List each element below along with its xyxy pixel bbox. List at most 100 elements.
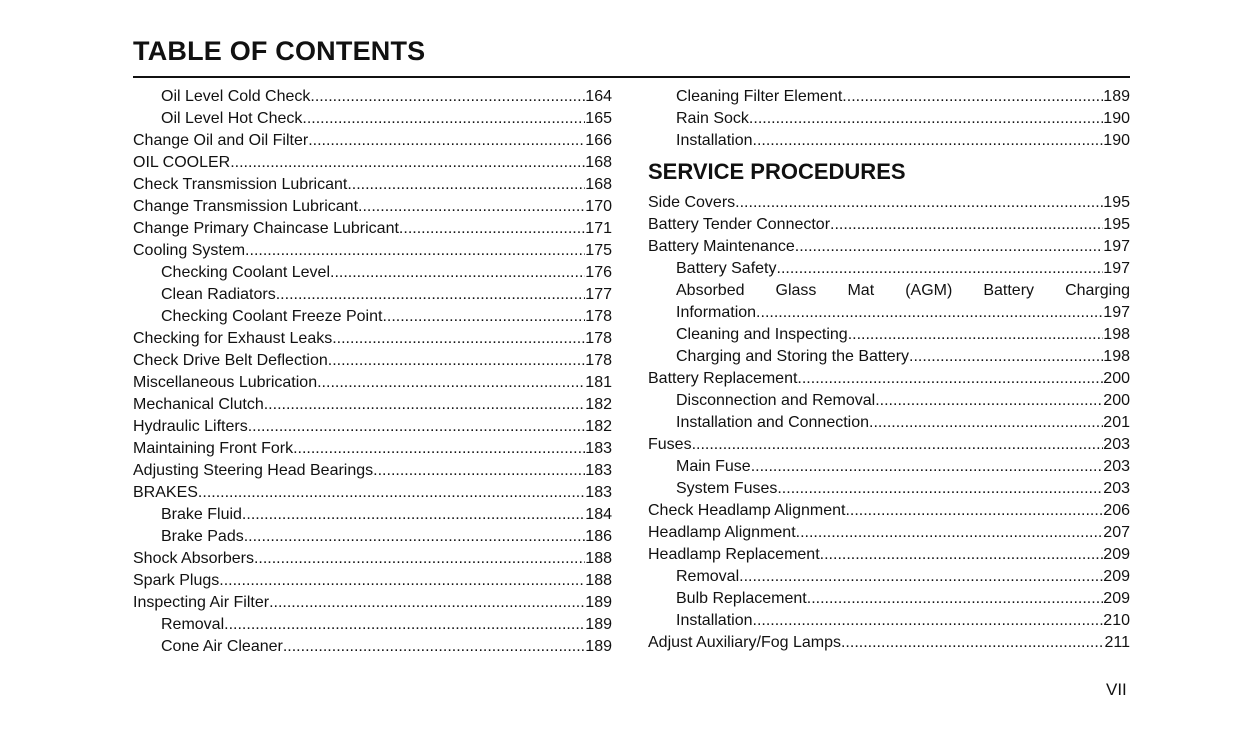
dot-leader	[749, 108, 1103, 130]
dot-leader	[219, 570, 585, 592]
toc-entry-label: Spark Plugs	[133, 572, 220, 589]
toc-entry-page: 200	[1103, 370, 1130, 387]
dot-leader	[330, 262, 585, 284]
dot-leader	[198, 482, 585, 504]
toc-entry[interactable]: Battery Replacement 200	[648, 368, 1130, 390]
toc-entry[interactable]: Shock Absorbers 188	[133, 548, 612, 570]
toc-entry[interactable]: Removal 189	[133, 614, 612, 636]
toc-entry-page: 198	[1103, 326, 1130, 343]
dot-leader	[382, 306, 585, 328]
toc-entry[interactable]: Charging and Storing the Battery 198	[648, 346, 1130, 368]
toc-entry[interactable]: Inspecting Air Filter 189	[133, 592, 612, 614]
toc-entry-label-continued: Information	[676, 304, 757, 321]
toc-entry-label: System Fuses	[676, 480, 778, 497]
dot-leader	[254, 548, 585, 570]
toc-entry[interactable]: Removal 209	[648, 566, 1130, 588]
toc-entry[interactable]: Cleaning Filter Element 189	[648, 86, 1130, 108]
toc-entry[interactable]: System Fuses 203	[648, 478, 1130, 500]
toc-entry[interactable]: Mechanical Clutch 182	[133, 394, 612, 416]
dot-leader	[399, 218, 585, 240]
toc-entry[interactable]: Adjust Auxiliary/Fog Lamps 211	[648, 632, 1130, 654]
toc-entry-page: 190	[1103, 132, 1130, 149]
toc-entry[interactable]: Checking Coolant Level 176	[133, 262, 612, 284]
dot-leader	[332, 328, 585, 350]
toc-entry[interactable]: Miscellaneous Lubrication 181	[133, 372, 612, 394]
toc-entry-label: Battery Maintenance	[648, 238, 795, 255]
toc-entry[interactable]: Adjusting Steering Head Bearings 183	[133, 460, 612, 482]
toc-entry[interactable]: Check Drive Belt Deflection 178	[133, 350, 612, 372]
toc-entry[interactable]: Brake Pads 186	[133, 526, 612, 548]
toc-entry-page: 170	[585, 198, 612, 215]
toc-entry-page: 164	[585, 88, 612, 105]
toc-entry[interactable]: Disconnection and Removal 200	[648, 390, 1130, 412]
toc-entry-page: 211	[1104, 634, 1130, 651]
toc-entry[interactable]: Battery Tender Connector 195	[648, 214, 1130, 236]
toc-entry-label: Cone Air Cleaner	[161, 638, 283, 655]
toc-entry-label: Installation	[676, 612, 753, 629]
toc-entry-label: OIL COOLER	[133, 154, 231, 171]
toc-entry-label: Check Transmission Lubricant	[133, 176, 348, 193]
toc-entry-continuation[interactable]: Information 197	[648, 302, 1130, 324]
toc-entry-page: 189	[585, 638, 612, 655]
toc-entry-page: 171	[585, 220, 612, 237]
toc-entry[interactable]: Spark Plugs 188	[133, 570, 612, 592]
toc-entry-page: 165	[585, 110, 612, 127]
toc-entry[interactable]: Clean Radiators 177	[133, 284, 612, 306]
toc-entry-label: Change Oil and Oil Filter	[133, 132, 309, 149]
toc-entry-label: Brake Fluid	[161, 506, 242, 523]
toc-entry[interactable]: Brake Fluid 184	[133, 504, 612, 526]
dot-leader	[328, 350, 586, 372]
toc-entry[interactable]: Battery Maintenance 197	[648, 236, 1130, 258]
toc-entry-page: 210	[1103, 612, 1130, 629]
toc-entry[interactable]: Change Primary Chaincase Lubricant 171	[133, 218, 612, 240]
toc-entry[interactable]: Rain Sock 190	[648, 108, 1130, 130]
toc-entry[interactable]: Bulb Replacement 209	[648, 588, 1130, 610]
toc-entry-label: Oil Level Hot Check	[161, 110, 303, 127]
toc-entry[interactable]: Main Fuse 203	[648, 456, 1130, 478]
dot-leader	[777, 478, 1103, 500]
toc-entry[interactable]: Battery Safety 197	[648, 258, 1130, 280]
toc-entry-label: Battery Safety	[676, 260, 777, 277]
toc-entry[interactable]: Headlamp Alignment 207	[648, 522, 1130, 544]
toc-entry[interactable]: Installation 190	[648, 130, 1130, 152]
toc-entry[interactable]: Maintaining Front Fork 183	[133, 438, 612, 460]
toc-entry[interactable]: Check Transmission Lubricant 168	[133, 174, 612, 196]
toc-entry-page: 207	[1103, 524, 1130, 541]
toc-entry[interactable]: Checking Coolant Freeze Point 178	[133, 306, 612, 328]
toc-entry-label: Shock Absorbers	[133, 550, 254, 567]
toc-entry-label: Oil Level Cold Check	[161, 88, 311, 105]
toc-entry[interactable]: Installation 210	[648, 610, 1130, 632]
toc-entry-label: Absorbed Glass Mat (AGM) Battery Chargin…	[676, 282, 1130, 299]
toc-entry[interactable]: Installation and Connection 201	[648, 412, 1130, 434]
toc-entry[interactable]: Oil Level Cold Check 164	[133, 86, 612, 108]
dot-leader	[848, 324, 1104, 346]
toc-entry-label: Inspecting Air Filter	[133, 594, 270, 611]
toc-entry-label: Installation and Connection	[676, 414, 870, 431]
dot-leader	[845, 500, 1103, 522]
toc-entry-page: 197	[1103, 238, 1130, 255]
toc-entry[interactable]: Cleaning and Inspecting 198	[648, 324, 1130, 346]
toc-entry-label: Removal	[676, 568, 740, 585]
toc-entry[interactable]: Hydraulic Lifters 182	[133, 416, 612, 438]
dot-leader	[310, 86, 585, 108]
toc-entry[interactable]: Checking for Exhaust Leaks 178	[133, 328, 612, 350]
toc-entry-page: 186	[585, 528, 612, 545]
toc-entry[interactable]: Change Transmission Lubricant 170	[133, 196, 612, 218]
toc-entry-page: 168	[585, 154, 612, 171]
toc-entry[interactable]: OIL COOLER 168	[133, 152, 612, 174]
toc-entry[interactable]: Absorbed Glass Mat (AGM) Battery Chargin…	[648, 280, 1130, 302]
toc-entry[interactable]: Cooling System 175	[133, 240, 612, 262]
toc-entry-page: 183	[585, 462, 612, 479]
toc-entry[interactable]: Fuses 203	[648, 434, 1130, 456]
toc-entry[interactable]: Side Covers 195	[648, 192, 1130, 214]
dot-leader	[276, 284, 586, 306]
toc-entry[interactable]: Change Oil and Oil Filter 166	[133, 130, 612, 152]
toc-entry[interactable]: Headlamp Replacement 209	[648, 544, 1130, 566]
dot-leader	[692, 434, 1104, 456]
toc-entry[interactable]: Cone Air Cleaner 189	[133, 636, 612, 658]
toc-entry[interactable]: Check Headlamp Alignment 206	[648, 500, 1130, 522]
dot-leader	[753, 610, 1104, 632]
toc-entry-page: 166	[585, 132, 612, 149]
toc-entry[interactable]: BRAKES 183	[133, 482, 612, 504]
toc-entry[interactable]: Oil Level Hot Check 165	[133, 108, 612, 130]
